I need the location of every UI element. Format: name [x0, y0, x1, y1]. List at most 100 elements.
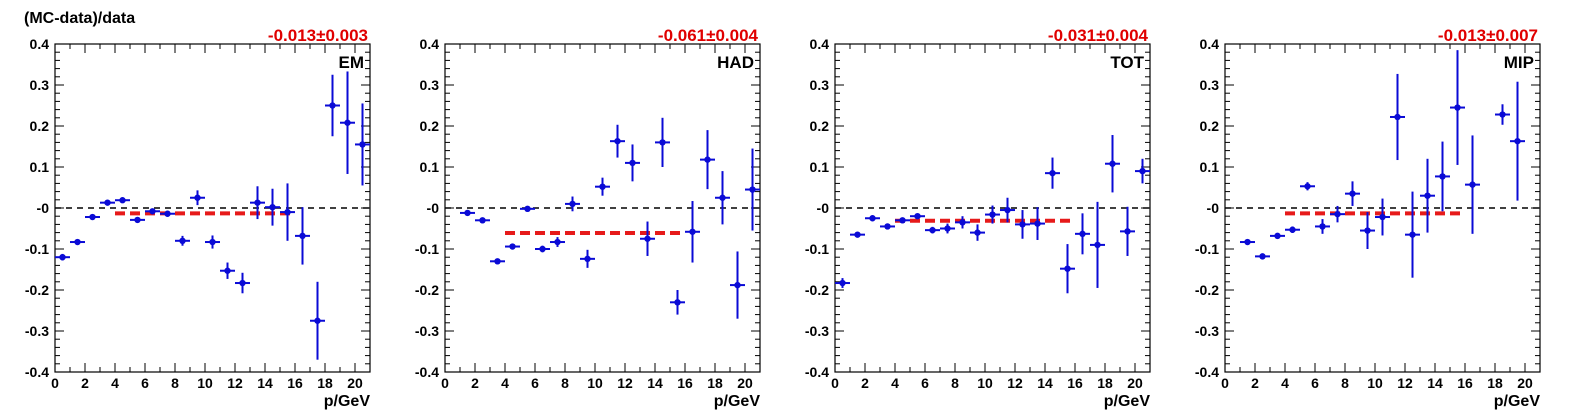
point-marker	[1499, 111, 1506, 118]
x-tick-label: 16	[287, 375, 303, 391]
x-tick-label: 14	[257, 375, 273, 391]
data-point	[985, 205, 1000, 224]
data-point	[85, 213, 100, 221]
point-marker	[1289, 226, 1296, 233]
x-tick-label: 6	[921, 375, 929, 391]
x-axis-label: p/GeV	[324, 393, 371, 410]
data-point	[955, 216, 970, 229]
point-marker	[704, 156, 711, 163]
y-tick-label: -0.2	[1195, 282, 1219, 298]
y-tick-label: -0.2	[415, 282, 439, 298]
x-tick-label: 2	[1251, 375, 1259, 391]
panel-label: TOT	[1110, 53, 1144, 72]
point-marker	[1139, 167, 1146, 175]
point-marker	[674, 299, 681, 306]
x-tick-label: 14	[1037, 375, 1053, 391]
y-tick-label: 0.1	[810, 159, 830, 175]
data-point	[940, 223, 955, 234]
y-tick-label: -0	[37, 200, 50, 216]
data-point	[1090, 201, 1105, 288]
data-point	[145, 208, 160, 215]
data-point	[670, 290, 685, 315]
y-tick-label: 0.1	[1200, 159, 1220, 175]
y-tick-label: -0.3	[25, 323, 49, 339]
data-point	[1240, 238, 1255, 246]
x-tick-label: 8	[561, 375, 569, 391]
data-point	[715, 171, 730, 225]
fit-result: -0.013±0.007	[1438, 26, 1538, 45]
x-tick-label: 18	[707, 375, 723, 391]
y-tick-label: -0	[427, 200, 440, 216]
point-marker	[944, 225, 951, 232]
y-tick-label: -0	[1207, 200, 1220, 216]
x-tick-label: 10	[1367, 375, 1383, 391]
point-marker	[464, 209, 471, 217]
point-marker	[314, 317, 321, 324]
data-point	[1105, 135, 1120, 193]
data-point	[265, 188, 280, 226]
x-tick-label: 4	[1281, 375, 1289, 391]
point-marker	[884, 223, 891, 230]
x-axis-label: p/GeV	[1104, 393, 1151, 410]
x-tick-label: 12	[1397, 375, 1413, 391]
x-tick-label: 20	[347, 375, 363, 391]
panel-mip: -0.4 -0.3 -0.2 -0.1 -0 0.1 0.2 0.3 0.4 0 2 4 6 8 10 12 1…	[1195, 26, 1541, 410]
data-point	[1000, 197, 1015, 223]
point-marker	[1514, 137, 1521, 145]
point-marker	[224, 267, 231, 274]
y-tick-label: -0.4	[415, 364, 439, 380]
data-point	[1465, 135, 1480, 234]
x-tick-label: 6	[141, 375, 149, 391]
y-tick-label: 0.3	[30, 77, 50, 93]
point-marker	[494, 258, 501, 265]
point-marker	[929, 226, 936, 234]
data-point	[925, 226, 940, 234]
data-point	[1270, 232, 1285, 240]
data-point	[1510, 81, 1525, 201]
point-marker	[839, 279, 846, 287]
data-point	[340, 71, 355, 174]
x-tick-label: 18	[317, 375, 333, 391]
point-marker	[89, 213, 96, 221]
x-axis-label: p/GeV	[714, 393, 761, 410]
data-point	[190, 190, 205, 206]
data-point	[1060, 244, 1075, 294]
y-tick-label: 0.3	[1200, 77, 1220, 93]
point-marker	[1409, 231, 1416, 238]
point-marker	[854, 231, 861, 238]
point-marker	[1244, 238, 1251, 246]
data-point	[1030, 207, 1045, 240]
panel-tot: -0.4 -0.3 -0.2 -0.1 -0 0.1 0.2 0.3 0.4 0 2 4 6 8 10 12 1…	[805, 26, 1151, 410]
point-marker	[719, 194, 726, 201]
point-marker	[1019, 221, 1026, 228]
fit-result: -0.031±0.004	[1048, 26, 1149, 45]
point-marker	[1334, 210, 1341, 218]
point-marker	[1379, 213, 1386, 221]
fit-result: -0.013±0.003	[268, 26, 368, 45]
x-tick-label: 18	[1097, 375, 1113, 391]
x-axis-label: p/GeV	[1494, 393, 1541, 410]
y-tick-label: -0.4	[1195, 364, 1219, 380]
panel-em: -0.4 -0.3 -0.2 -0.1 -0 0.1 0.2 0.3 0.4 0 2 4 6 8 10 12 1…	[25, 26, 371, 410]
point-marker	[554, 238, 561, 246]
point-marker	[1454, 104, 1461, 111]
y-tick-label: 0.4	[420, 36, 440, 52]
point-marker	[959, 219, 966, 226]
point-marker	[914, 213, 921, 220]
data-point	[655, 117, 670, 167]
point-marker	[119, 197, 126, 204]
data-point	[100, 199, 115, 206]
point-marker	[1109, 160, 1116, 167]
data-point	[325, 74, 340, 137]
y-tick-label: 0.2	[420, 118, 440, 134]
y-tick-label: 0.2	[1200, 118, 1220, 134]
fit-result: -0.061±0.004	[658, 26, 759, 45]
data-point	[355, 103, 370, 186]
data-point	[1360, 212, 1375, 249]
data-point	[220, 262, 235, 279]
data-point	[280, 183, 295, 241]
data-point	[1045, 157, 1060, 189]
data-point	[55, 253, 70, 261]
point-marker	[599, 183, 606, 190]
data-point	[235, 272, 250, 294]
